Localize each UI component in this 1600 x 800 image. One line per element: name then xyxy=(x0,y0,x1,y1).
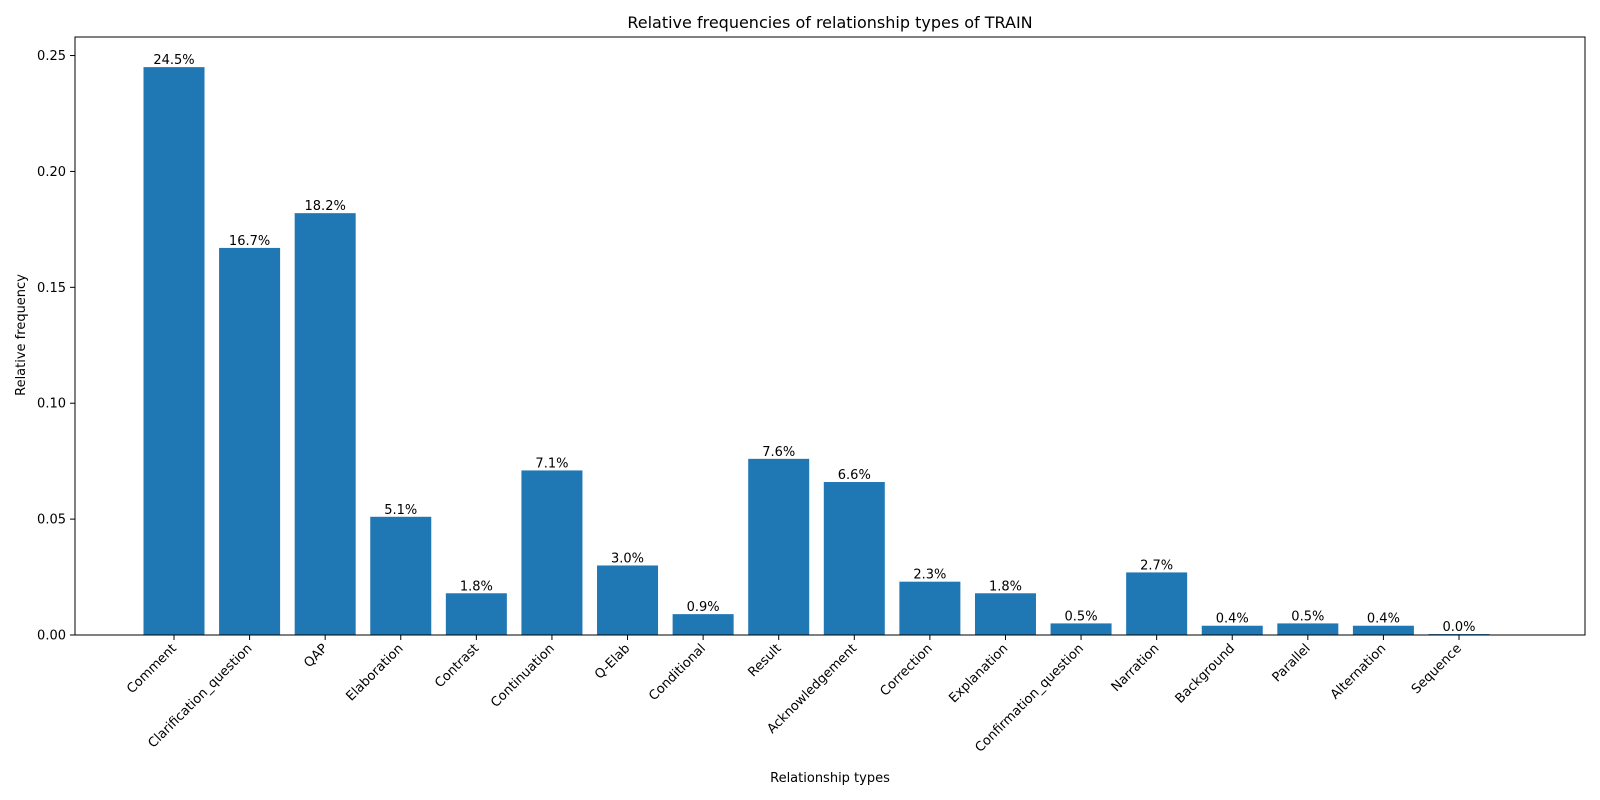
bars-layer xyxy=(143,67,1490,636)
data-label: 0.5% xyxy=(1065,609,1098,624)
bar-acknowledgement xyxy=(823,482,885,635)
bar-background xyxy=(1201,625,1263,635)
bar-comment xyxy=(143,67,205,635)
data-label: 5.1% xyxy=(384,503,417,518)
data-label: 2.7% xyxy=(1140,558,1173,573)
data-label: 3.0% xyxy=(611,551,644,566)
bar-q-elab xyxy=(597,565,659,635)
data-label: 16.7% xyxy=(229,234,270,249)
x-tick-label: Continuation xyxy=(488,641,558,711)
data-labels-layer: 24.5% 16.7% 18.2% 5.1% 1.8% 7.1% 3.0% 0.9% 7.6% 6… xyxy=(153,53,1475,635)
x-axis-label: Relationship types xyxy=(770,771,890,786)
data-label: 0.4% xyxy=(1216,612,1249,627)
data-label: 24.5% xyxy=(153,53,194,68)
x-tick-label: Elaboration xyxy=(344,641,407,704)
x-tick-label: Conditional xyxy=(646,641,709,704)
x-tick-label: Q-Elab xyxy=(592,641,633,682)
data-label: 7.1% xyxy=(535,456,568,471)
bar-conditional xyxy=(672,614,734,635)
data-label: 18.2% xyxy=(305,199,346,214)
data-label: 0.0% xyxy=(1442,620,1475,635)
x-tick-label: Narration xyxy=(1109,641,1163,695)
bar-explanation xyxy=(974,593,1036,635)
y-tick-label: 0.20 xyxy=(37,165,66,180)
x-tick-label: Correction xyxy=(878,641,936,699)
data-label: 0.5% xyxy=(1291,609,1324,624)
bar-result xyxy=(748,458,810,635)
y-tick-label: 0.15 xyxy=(37,281,66,296)
plot-frame xyxy=(74,36,1586,636)
y-tick-label: 0.05 xyxy=(37,513,66,528)
x-tick-label: Contrast xyxy=(432,641,482,691)
bar-elaboration xyxy=(370,516,432,635)
bar-correction xyxy=(899,581,961,635)
x-tick-label: Background xyxy=(1173,641,1238,706)
chart-title: Relative frequencies of relationship typ… xyxy=(627,13,1032,32)
y-axis: 0.00 0.05 0.10 0.15 0.20 0.25 xyxy=(37,49,75,644)
bar-clarification-question xyxy=(219,247,281,636)
x-tick-label: Parallel xyxy=(1270,641,1314,685)
bar-narration xyxy=(1126,572,1188,635)
x-tick-label: Alternation xyxy=(1328,641,1389,702)
x-tick-label: Explanation xyxy=(946,641,1011,706)
y-tick-label: 0.00 xyxy=(37,629,66,644)
bar-alternation xyxy=(1352,625,1414,635)
x-tick-label: QAP xyxy=(301,641,331,671)
data-label: 1.8% xyxy=(989,579,1022,594)
x-tick-label: Sequence xyxy=(1409,641,1465,697)
data-label: 0.9% xyxy=(687,600,720,615)
data-label: 6.6% xyxy=(838,468,871,483)
bar-qap xyxy=(294,213,356,635)
y-axis-label: Relative frequency xyxy=(14,274,29,396)
bar-confirmation-question xyxy=(1050,623,1112,635)
y-tick-label: 0.10 xyxy=(37,397,66,412)
bar-continuation xyxy=(521,470,583,635)
data-label: 7.6% xyxy=(762,445,795,460)
y-tick-label: 0.25 xyxy=(37,49,66,64)
data-label: 2.3% xyxy=(913,568,946,583)
x-tick-label: Result xyxy=(746,641,785,680)
data-label: 1.8% xyxy=(460,579,493,594)
bar-contrast xyxy=(445,593,507,635)
x-tick-label: Comment xyxy=(124,641,180,697)
data-label: 0.4% xyxy=(1367,612,1400,627)
bar-parallel xyxy=(1277,623,1339,635)
